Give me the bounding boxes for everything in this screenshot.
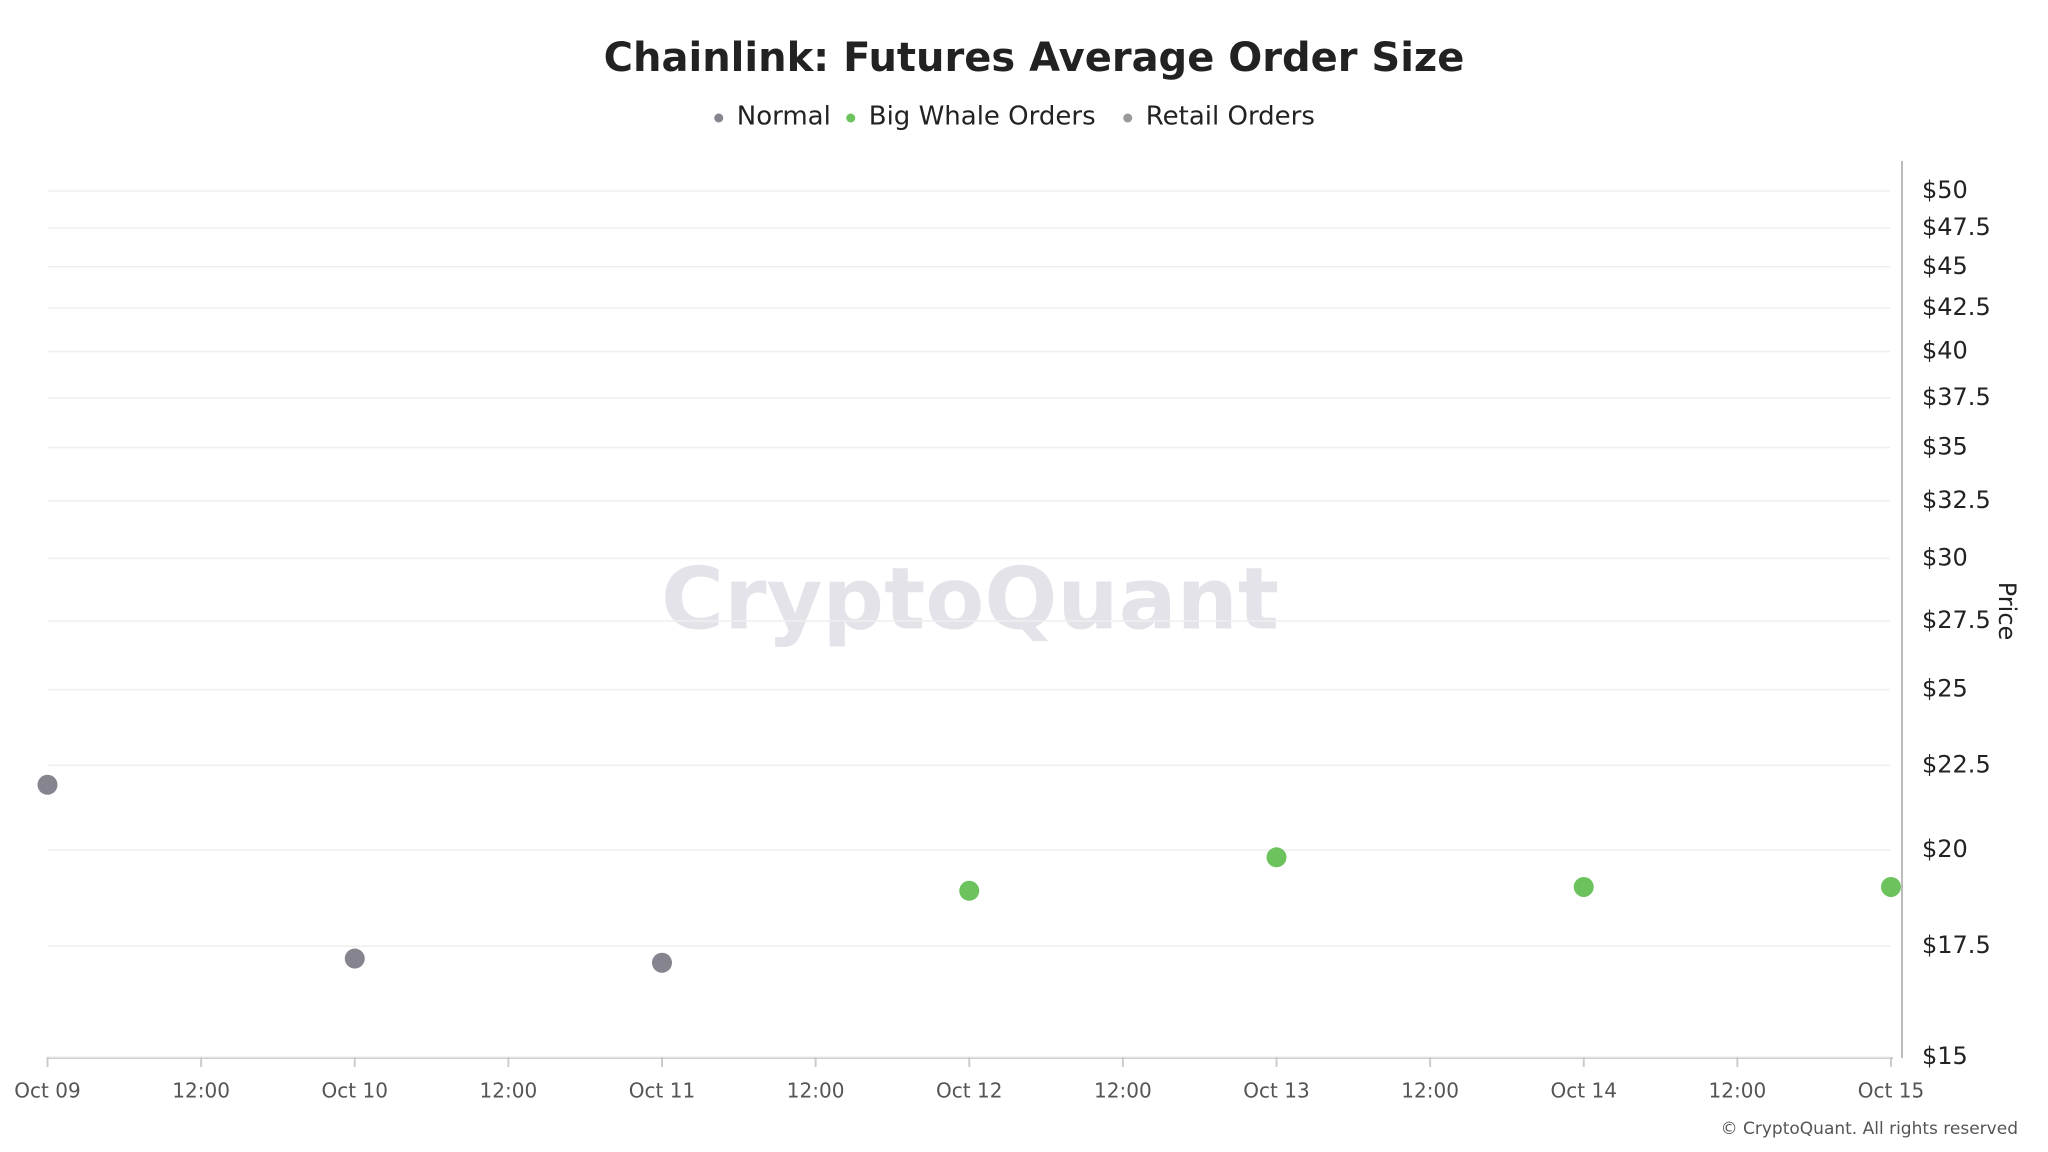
point — [959, 880, 980, 901]
point — [37, 774, 58, 795]
y-tick-label: $47.5 — [1922, 213, 1991, 241]
x-tick-label: 12:00 — [1401, 1079, 1459, 1103]
point — [344, 948, 365, 969]
y-tick-label: $37.5 — [1922, 383, 1991, 411]
y-tick-label: $22.5 — [1922, 750, 1991, 778]
x-tick-label: Oct 14 — [1551, 1079, 1617, 1103]
y-tick-label: $32.5 — [1922, 486, 1991, 514]
y-tick-label: $35 — [1922, 433, 1968, 461]
x-tick-label: Oct 12 — [936, 1079, 1002, 1103]
y-tick-label: $20 — [1922, 835, 1968, 863]
point — [652, 952, 672, 973]
y-tick-label: $40 — [1922, 337, 1968, 365]
legend-label: Retail Orders — [1146, 102, 1315, 132]
x-tick-label: 12:00 — [787, 1079, 845, 1103]
x-tick-label: 12:00 — [480, 1079, 538, 1103]
x-tick-label: Oct 11 — [629, 1079, 695, 1103]
legend-label: Big Whale Orders — [869, 102, 1096, 132]
point — [1573, 876, 1594, 897]
y-tick-label: $25 — [1922, 675, 1968, 703]
point — [1881, 876, 1901, 897]
point — [1266, 847, 1287, 868]
x-tick-label: 12:00 — [172, 1079, 230, 1103]
y-tick-label: $45 — [1922, 252, 1968, 280]
copyright: © CryptoQuant. All rights reserved — [1721, 1119, 2018, 1139]
y-tick-label: $27.5 — [1922, 606, 1991, 634]
x-tick-label: Oct 10 — [322, 1079, 388, 1103]
legend-label: Normal — [737, 102, 831, 132]
legend-marker — [714, 113, 724, 123]
y-tick-label: $30 — [1922, 543, 1968, 571]
y-tick-label: $50 — [1922, 176, 1968, 204]
x-tick-label: Oct 15 — [1858, 1079, 1924, 1103]
legend-marker — [846, 113, 856, 123]
x-tick-label: 12:00 — [1709, 1079, 1767, 1103]
chart-title: Chainlink: Futures Average Order Size — [604, 35, 1465, 81]
x-tick-label: Oct 13 — [1243, 1079, 1309, 1103]
y-tick-label: $17.5 — [1922, 931, 1991, 959]
x-tick-label: 12:00 — [1094, 1079, 1152, 1103]
y-axis-label: Price — [1993, 582, 2021, 641]
legend-marker — [1123, 113, 1133, 123]
y-tick-label: $15 — [1922, 1042, 1968, 1070]
x-tick-label: Oct 09 — [14, 1079, 80, 1103]
watermark: CryptoQuant — [661, 549, 1279, 649]
y-tick-label: $42.5 — [1922, 293, 1991, 321]
